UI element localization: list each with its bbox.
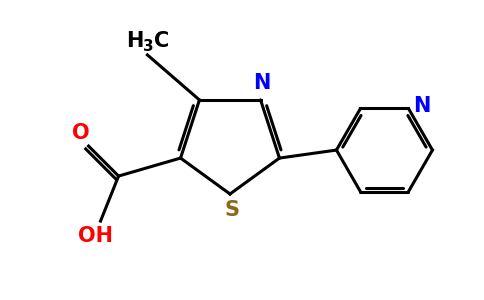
Text: N: N — [253, 73, 270, 93]
Text: N: N — [413, 97, 431, 116]
Text: OH: OH — [78, 226, 113, 246]
Text: S: S — [225, 200, 240, 220]
Text: O: O — [72, 123, 90, 143]
Text: 3: 3 — [143, 39, 154, 54]
Text: H: H — [126, 31, 143, 51]
Text: C: C — [154, 31, 170, 51]
